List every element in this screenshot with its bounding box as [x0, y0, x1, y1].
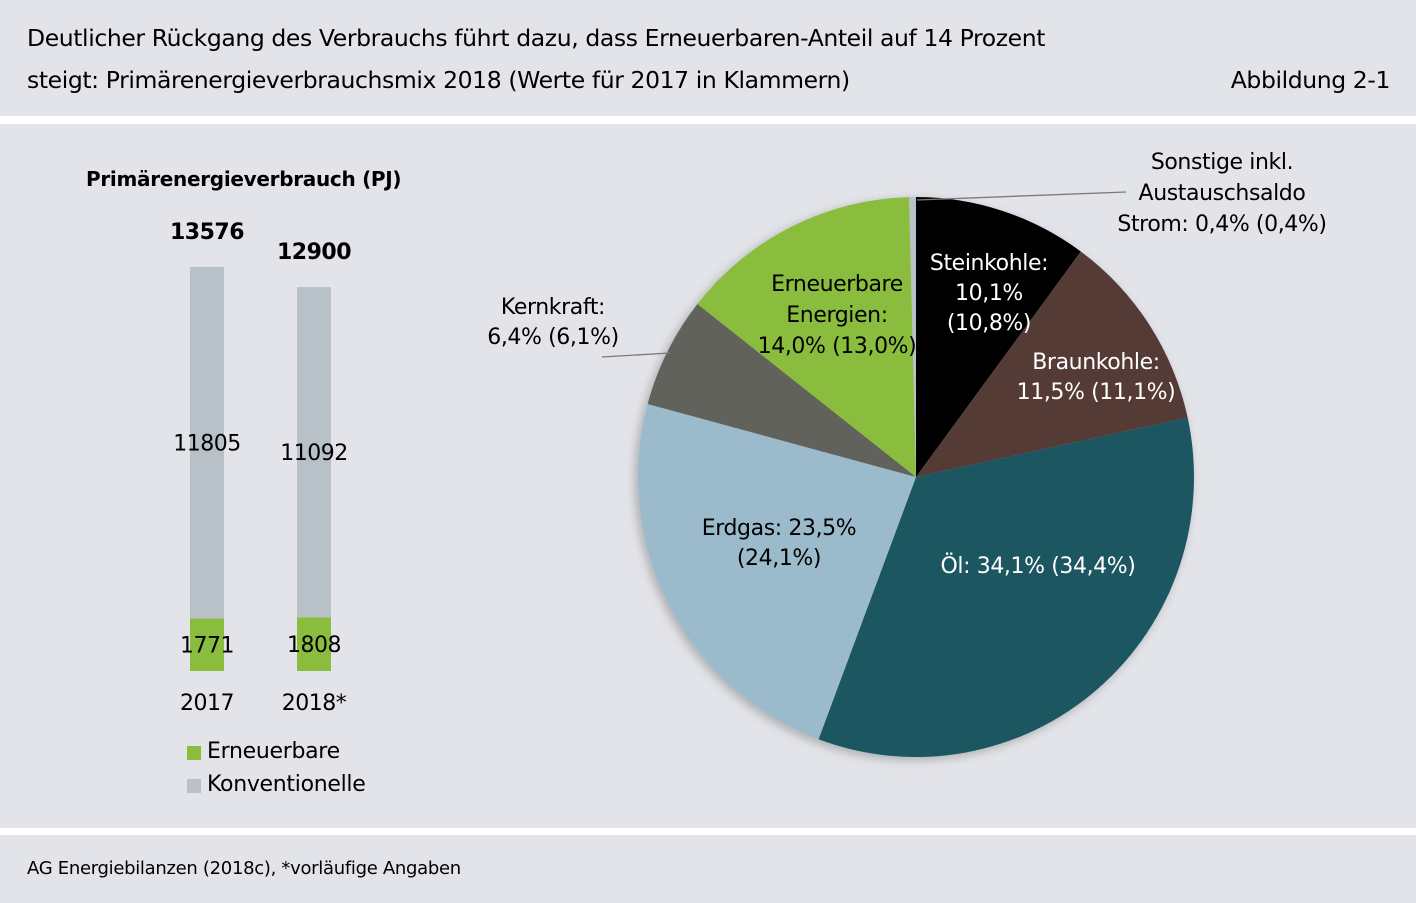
bar-segment-konventionelle-2017 — [190, 267, 224, 619]
legend-label-konventionelle: Konventionelle — [207, 772, 366, 797]
bar-total-label: 12900 — [277, 240, 351, 265]
legend-swatch-konventionelle — [187, 779, 201, 793]
pie-label-braunkohle: Braunkohle: 11,5% (11,1%) — [1017, 350, 1176, 405]
bar-value-label-konventionelle: 11805 — [173, 432, 241, 457]
leader-line-kernkraft — [601, 352, 671, 358]
pie-label-erneuerbare: Erneuerbare Energien: 14,0% (13,0%) — [758, 272, 917, 359]
pie-label-kernkraft: Kernkraft: 6,4% (6,1%) — [487, 295, 619, 350]
pie-slices — [637, 197, 1194, 757]
bar-value-label-erneuerbare: 1771 — [180, 634, 234, 659]
bar-category-label: 2018* — [282, 691, 347, 716]
chart-title-line-1: Deutlicher Rückgang des Verbrauchs führt… — [27, 24, 1046, 52]
bar-value-label-erneuerbare: 1808 — [287, 633, 341, 658]
chart-title-line-2: steigt: Primärenergieverbrauchsmix 2018 … — [27, 66, 850, 94]
header-band — [0, 0, 1416, 116]
pie-slice-erdgas — [637, 403, 916, 740]
bar-value-label-konventionelle: 11092 — [280, 441, 348, 466]
bar-chart-title: Primärenergieverbrauch (PJ) — [86, 167, 402, 191]
pie-slice-kernkraft — [647, 303, 916, 477]
pie-slice-braunkohle — [916, 251, 1188, 477]
pie-label-oel: Öl: 34,1% (34,4%) — [941, 553, 1136, 579]
footer-band — [0, 835, 1416, 903]
source-note: AG Energiebilanzen (2018c), *vorläufige … — [27, 858, 461, 879]
leader-line-sonstige — [916, 191, 1127, 201]
pie-label-sonstige: Sonstige inkl. Austauschsaldo Strom: 0,4% … — [1117, 150, 1326, 237]
bar-segment-erneuerbare-2017 — [190, 618, 224, 671]
pie-slice-erneuerbare — [697, 197, 916, 477]
legend-swatch-erneuerbare — [187, 746, 201, 760]
bar-segment-erneuerbare-2018 — [297, 617, 331, 671]
legend-label-erneuerbare: Erneuerbare — [207, 739, 340, 764]
pie-slice-oel — [818, 417, 1194, 757]
bar-category-label: 2017 — [180, 691, 234, 716]
pie-slice-sonstige — [909, 197, 916, 477]
figure-number: Abbildung 2-1 — [1230, 66, 1391, 94]
pie-label-steinkohle: Steinkohle: 10,1% (10,8%) — [930, 251, 1048, 336]
pie-label-erdgas: Erdgas: 23,5% (24,1%) — [702, 516, 857, 571]
pie-slice-steinkohle — [916, 197, 1081, 477]
bar-total-label: 13576 — [170, 220, 244, 245]
bar-segment-konventionelle-2018 — [297, 287, 331, 618]
